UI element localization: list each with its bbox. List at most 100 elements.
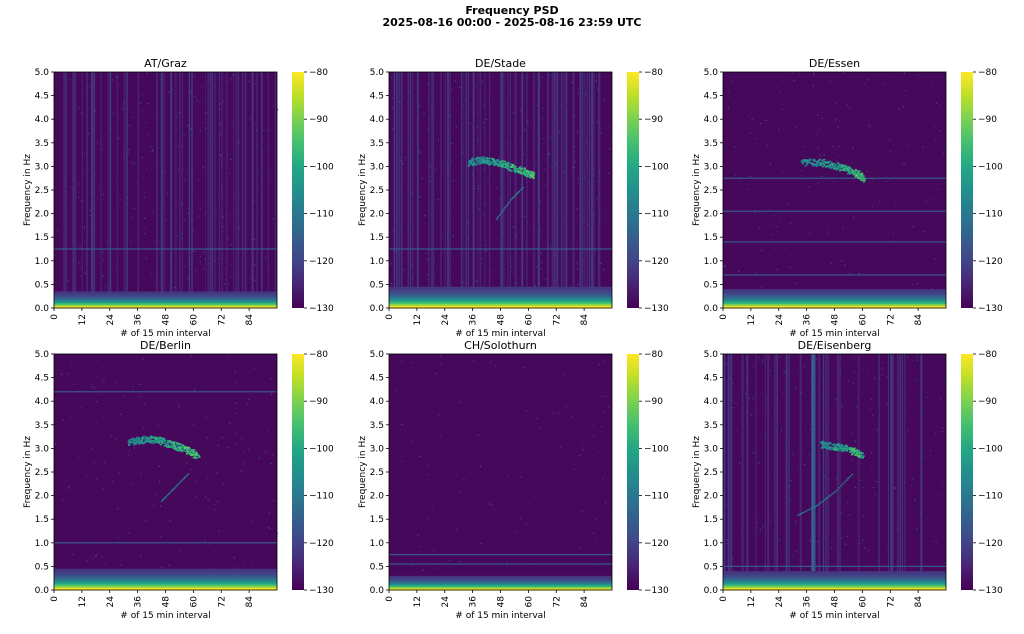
x-tick-label: 36 <box>134 314 144 326</box>
heatmap-tremor-branch <box>495 218 498 220</box>
x-tick-label: 0 <box>385 596 395 602</box>
y-tick-label: 1.5 <box>370 515 384 525</box>
heatmap-noise <box>476 126 478 129</box>
heatmap-background <box>723 72 946 308</box>
heatmap-noise <box>209 567 211 569</box>
heatmap-tremor <box>142 435 145 438</box>
heatmap-noise <box>815 133 817 135</box>
heatmap-noise <box>808 453 810 456</box>
panel-title: CH/Solothurn <box>464 339 537 352</box>
heatmap-noise <box>219 108 221 110</box>
heatmap-noise <box>526 120 528 122</box>
heatmap-noise <box>802 452 804 454</box>
heatmap-streak <box>755 354 757 578</box>
y-tick-label: 5.0 <box>35 68 50 78</box>
heatmap-noise <box>448 559 450 561</box>
heatmap-tremor <box>471 164 474 166</box>
heatmap-tremor <box>175 449 178 451</box>
heatmap-noise <box>525 439 527 441</box>
heatmap-noise <box>803 365 805 368</box>
x-tick-label: 36 <box>469 596 479 608</box>
y-axis-label: Frequency in Hz <box>23 154 33 226</box>
heatmap-noise <box>543 168 545 171</box>
heatmap-noise <box>778 221 780 223</box>
heatmap-hline <box>723 565 946 567</box>
heatmap-streak <box>218 72 221 296</box>
x-tick-label: 12 <box>78 314 88 325</box>
heatmap-noise <box>889 138 891 141</box>
heatmap-tremor <box>501 164 504 167</box>
heatmap-noise <box>903 163 905 165</box>
heatmap-tremor <box>162 441 165 443</box>
heatmap-streak <box>581 72 584 296</box>
heatmap-tremor <box>813 160 816 162</box>
heatmap-tremor <box>855 453 858 456</box>
heatmap-noise <box>835 398 838 401</box>
heatmap-noise <box>95 478 98 480</box>
heatmap-lowfreq-band <box>723 291 946 294</box>
colorbar <box>961 72 973 308</box>
heatmap-tremor <box>828 446 831 448</box>
heatmap-tremor <box>532 177 535 179</box>
heatmap-noise <box>141 94 143 97</box>
heatmap-noise <box>902 106 904 108</box>
heatmap-noise <box>474 187 476 190</box>
heatmap-streak <box>774 354 776 578</box>
heatmap-noise <box>542 107 544 109</box>
heatmap-tremor-branch <box>500 212 502 215</box>
heatmap-noise <box>872 486 874 489</box>
y-tick-label: 1.5 <box>35 515 49 525</box>
heatmap-tremor <box>505 164 508 167</box>
heatmap-tremor <box>141 442 144 445</box>
heatmap-noise <box>863 83 866 85</box>
heatmap-tremor <box>158 441 161 444</box>
heatmap-noise <box>227 446 230 449</box>
heatmap-lowfreq-band <box>723 296 946 300</box>
heatmap-noise <box>65 174 68 176</box>
heatmap-tremor <box>168 445 171 448</box>
heatmap-tremor <box>174 446 177 449</box>
heatmap-noise <box>448 212 450 214</box>
heatmap-tremor-branch <box>832 492 835 494</box>
colorbar-tick-label: −100 <box>309 444 334 454</box>
heatmap-noise <box>576 262 578 264</box>
heatmap-noise <box>862 515 864 517</box>
heatmap-tremor-branch <box>176 484 178 487</box>
y-tick-label: 4.5 <box>35 374 49 384</box>
heatmap-noise <box>927 518 929 520</box>
heatmap-noise <box>540 252 542 255</box>
heatmap-noise <box>482 127 485 129</box>
heatmap-noise <box>762 526 764 528</box>
heatmap-tremor <box>853 448 856 451</box>
heatmap-noise <box>554 495 556 497</box>
heatmap-tremor <box>158 436 161 439</box>
heatmap-noise <box>394 230 397 232</box>
heatmap-streak <box>221 72 223 296</box>
y-tick-label: 3.5 <box>704 421 718 431</box>
heatmap-tremor <box>827 162 830 164</box>
heatmap-noise <box>103 193 105 195</box>
heatmap-noise <box>206 437 208 439</box>
heatmap-tremor-branch <box>498 214 501 216</box>
heatmap-noise <box>169 520 171 522</box>
panel-title: DE/Berlin <box>140 339 191 352</box>
heatmap-tremor <box>133 442 136 444</box>
heatmap-tremor <box>821 161 824 164</box>
heatmap-tremor <box>506 161 509 164</box>
heatmap-noise <box>411 192 413 194</box>
heatmap-noise <box>827 363 829 365</box>
heatmap-noise <box>132 385 134 388</box>
heatmap-tremor <box>502 165 505 168</box>
heatmap-streak <box>899 354 901 578</box>
heatmap-tremor <box>166 446 169 448</box>
heatmap-tremor-branch <box>178 481 181 484</box>
heatmap-noise <box>917 74 919 76</box>
heatmap-noise <box>922 146 924 148</box>
heatmap-tremor <box>818 158 821 161</box>
heatmap-noise <box>447 237 449 239</box>
heatmap-noise <box>766 145 768 147</box>
heatmap-noise <box>450 143 452 145</box>
heatmap-tremor <box>846 447 849 450</box>
heatmap-noise <box>430 206 432 208</box>
heatmap-noise <box>77 457 79 459</box>
